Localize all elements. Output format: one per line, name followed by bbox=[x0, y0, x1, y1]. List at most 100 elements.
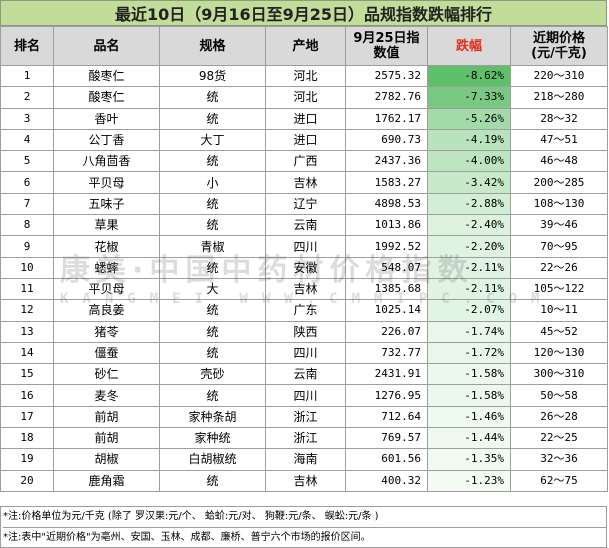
table-row: 19 胡椒 白胡椒统 海南 601.56 -1.35% 32～36 bbox=[0, 448, 608, 471]
table-row: 20 鹿角霜统吉林 400.32 -1.23% 62～75 bbox=[0, 469, 608, 492]
cell-rank: 18 bbox=[0, 427, 54, 450]
cell-price: 70～95 bbox=[510, 235, 608, 258]
cell-index: 769.57 bbox=[345, 427, 428, 450]
cell-origin: 四川 bbox=[265, 384, 346, 407]
cell-spec: 青椒 bbox=[159, 235, 266, 258]
cell-drop: -2.88% bbox=[427, 192, 511, 216]
col-header-price-line1: 近期价格 bbox=[532, 31, 585, 46]
cell-rank: 7 bbox=[0, 192, 54, 216]
cell-drop: -1.72% bbox=[427, 341, 511, 365]
report-title: 最近10日（9月16日至9月25日）品规指数跌幅排行 bbox=[0, 0, 607, 26]
col-header-index: 9月25日指 数值 bbox=[345, 26, 428, 66]
cell-drop: -4.19% bbox=[427, 128, 511, 152]
cell-origin: 进口 bbox=[265, 128, 346, 152]
table-row: 13 猪苓统陕西 226.07 -1.74% 45～52 bbox=[0, 320, 608, 343]
cell-spec: 家种条胡 bbox=[159, 405, 266, 429]
cell-price: 46～48 bbox=[510, 150, 608, 173]
table-row: 5 八角茴香统广西 2437.36 -4.00% 46～48 bbox=[0, 150, 608, 173]
cell-index: 2431.91 bbox=[345, 363, 428, 386]
cell-spec: 统 bbox=[159, 192, 266, 216]
cell-drop: -1.58% bbox=[427, 384, 511, 407]
cell-price: 218～280 bbox=[510, 86, 608, 109]
cell-index: 1583.27 bbox=[345, 171, 428, 194]
col-header-price-line2: (元/千克) bbox=[531, 46, 587, 61]
cell-drop: -2.40% bbox=[427, 214, 511, 237]
cell-rank: 19 bbox=[0, 448, 54, 471]
cell-rank: 2 bbox=[0, 86, 54, 109]
table-row: 4 公丁香 大丁 进口 690.73 -4.19% 47～51 bbox=[0, 128, 608, 152]
cell-index: 1385.68 bbox=[345, 277, 428, 301]
cell-rank: 13 bbox=[0, 320, 54, 343]
cell-name: 前胡 bbox=[53, 427, 160, 450]
cell-price: 22～26 bbox=[510, 256, 608, 279]
cell-origin: 四川 bbox=[265, 341, 346, 365]
cell-price: 220～310 bbox=[510, 64, 608, 88]
cell-rank: 17 bbox=[0, 405, 54, 429]
cell-origin: 四川 bbox=[265, 235, 346, 258]
cell-origin: 河北 bbox=[265, 64, 346, 88]
table-row: 3 香叶统进口 1762.17 -5.26% 28～32 bbox=[0, 107, 608, 130]
cell-origin: 广东 bbox=[265, 299, 346, 322]
cell-origin: 云南 bbox=[265, 363, 346, 386]
cell-origin: 吉林 bbox=[265, 469, 346, 492]
cell-spec: 壳砂 bbox=[159, 363, 266, 386]
cell-rank: 5 bbox=[0, 150, 54, 173]
cell-index: 4898.53 bbox=[345, 192, 428, 216]
cell-name: 草果 bbox=[53, 214, 160, 237]
cell-spec: 统 bbox=[159, 341, 266, 365]
cell-origin: 吉林 bbox=[265, 277, 346, 301]
cell-drop: -3.42% bbox=[427, 171, 511, 194]
cell-price: 62～75 bbox=[510, 469, 608, 492]
cell-spec: 统 bbox=[159, 150, 266, 173]
cell-origin: 河北 bbox=[265, 86, 346, 109]
table-row: 8 草果统云南 1013.86 -2.40% 39～46 bbox=[0, 214, 608, 237]
col-header-spec: 规格 bbox=[159, 26, 266, 66]
cell-name: 前胡 bbox=[53, 405, 160, 429]
cell-rank: 4 bbox=[0, 128, 54, 152]
cell-rank: 11 bbox=[0, 277, 54, 301]
col-header-drop: 跌幅 bbox=[427, 26, 511, 66]
table-row: 14 僵蚕统四川 732.77 -1.72% 120～130 bbox=[0, 341, 608, 365]
cell-index: 1025.14 bbox=[345, 299, 428, 322]
cell-origin: 浙江 bbox=[265, 427, 346, 450]
cell-spec: 白胡椒统 bbox=[159, 448, 266, 471]
cell-index: 712.64 bbox=[345, 405, 428, 429]
cell-rank: 8 bbox=[0, 214, 54, 237]
cell-drop: -8.62% bbox=[427, 64, 511, 88]
header-row: 排名 品名 规格 产地 9月25日指 数值 跌幅 近期价格 (元/千克) bbox=[0, 26, 608, 66]
cell-index: 2575.32 bbox=[345, 64, 428, 88]
cell-price: 32～36 bbox=[510, 448, 608, 471]
table-row: 6 平贝母小吉林 1583.27 -3.42% 200～285 bbox=[0, 171, 608, 194]
table-row: 18 前胡 家种统 浙江 769.57 -1.44% 22～25 bbox=[0, 427, 608, 450]
cell-spec: 98货 bbox=[159, 64, 266, 88]
cell-price: 105～122 bbox=[510, 277, 608, 301]
cell-index: 1276.95 bbox=[345, 384, 428, 407]
col-header-index-line2: 数值 bbox=[373, 46, 400, 61]
cell-origin: 云南 bbox=[265, 214, 346, 237]
footnote-units: *注:价格单位为元/千克 (除了 罗汉果:元/个、 蛤蚧:元/对、 狗鞭:元/条… bbox=[3, 507, 606, 528]
cell-name: 八角茴香 bbox=[53, 150, 160, 173]
table-row: 16 麦冬统四川 1276.95 -1.58% 50～58 bbox=[0, 384, 608, 407]
cell-price: 10～11 bbox=[510, 299, 608, 322]
cell-price: 26～28 bbox=[510, 405, 608, 429]
cell-rank: 3 bbox=[0, 107, 54, 130]
table-row: 11 平贝母大吉林 1385.68 -2.11% 105～122 bbox=[0, 277, 608, 301]
cell-price: 22～25 bbox=[510, 427, 608, 450]
cell-spec: 统 bbox=[159, 107, 266, 130]
table-row: 9 花椒 青椒 四川 1992.52 -2.20% 70～95 bbox=[0, 235, 608, 258]
cell-spec: 统 bbox=[159, 299, 266, 322]
cell-index: 732.77 bbox=[345, 341, 428, 365]
cell-rank: 6 bbox=[0, 171, 54, 194]
cell-spec: 统 bbox=[159, 256, 266, 279]
cell-origin: 广西 bbox=[265, 150, 346, 173]
cell-drop: -1.35% bbox=[427, 448, 511, 471]
cell-rank: 14 bbox=[0, 341, 54, 365]
cell-index: 1992.52 bbox=[345, 235, 428, 258]
cell-spec: 统 bbox=[159, 86, 266, 109]
col-header-name: 品名 bbox=[53, 26, 160, 66]
table-row: 2 酸枣仁统河北 2782.76 -7.33% 218～280 bbox=[0, 86, 608, 109]
cell-drop: -4.00% bbox=[427, 150, 511, 173]
cell-price: 47～51 bbox=[510, 128, 608, 152]
cell-drop: -2.07% bbox=[427, 299, 511, 322]
ranking-table: 排名 品名 规格 产地 9月25日指 数值 跌幅 近期价格 (元/千克) 1 酸枣… bbox=[0, 26, 608, 492]
